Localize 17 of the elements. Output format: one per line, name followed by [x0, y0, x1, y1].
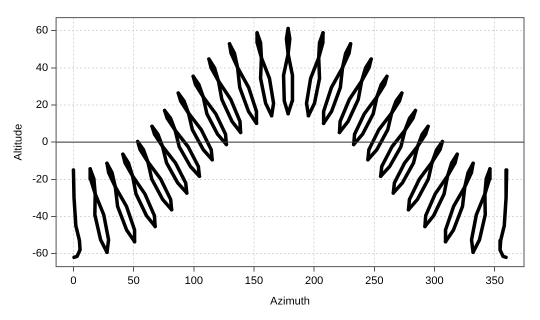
x-tick-label: 250: [365, 275, 384, 288]
y-tick-label: 0: [42, 136, 48, 148]
x-tick-label: 100: [184, 275, 203, 288]
x-tick-label: 200: [304, 275, 324, 288]
x-tick-label: 300: [425, 275, 444, 288]
x-tick-label: 150: [244, 275, 264, 288]
y-tick-label: -20: [32, 173, 48, 186]
y-tick-label: 20: [36, 98, 48, 111]
x-tick-label: 50: [127, 275, 140, 288]
x-tick-label: 350: [485, 275, 504, 288]
y-tick-label: 40: [36, 62, 48, 74]
y-axis-title: Altitude: [12, 124, 25, 160]
y-tick-label: -40: [32, 210, 48, 222]
y-tick-label: -60: [32, 248, 48, 260]
y-tick-label: 60: [36, 24, 48, 37]
x-tick-label: 0: [70, 275, 76, 288]
x-axis-title: Azimuth: [270, 295, 310, 308]
